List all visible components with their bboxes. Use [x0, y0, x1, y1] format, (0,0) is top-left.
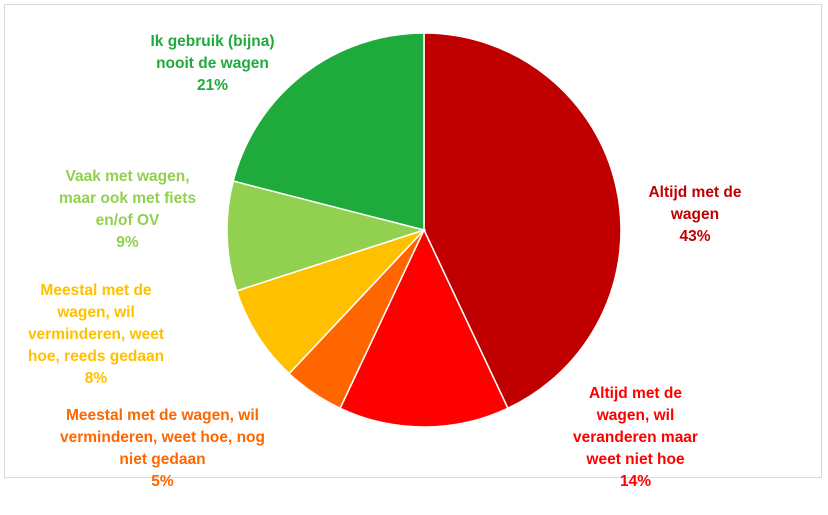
label-text: Vaak met wagen, maar ook met fiets en/of…: [59, 168, 196, 229]
pie-slice-5: [226, 180, 427, 292]
label-text: Ik gebruik (bijna) nooit de wagen: [150, 33, 275, 72]
pie-slice-4: [235, 229, 425, 375]
label-altijd-wagen: Altijd met de wagen 43%: [610, 160, 780, 270]
label-percent: 8%: [84, 370, 108, 387]
label-vaak-wagen-fiets: Vaak met wagen, maar ook met fiets en/of…: [40, 144, 215, 276]
pie-slice-1: [423, 32, 622, 410]
label-altijd-wil-veranderen: Altijd met de wagen, wil veranderen maar…: [543, 361, 728, 515]
pie-slice-2: [339, 228, 509, 428]
label-percent: 21%: [196, 77, 229, 94]
label-meestal-nog-niet-gedaan: Meestal met de wagen, wil verminderen, w…: [20, 383, 305, 515]
label-percent: 43%: [679, 228, 711, 245]
label-percent: 14%: [619, 473, 652, 490]
label-text: Meestal met de wagen, wil verminderen, w…: [27, 282, 165, 365]
label-text: Meestal met de wagen, wil verminderen, w…: [60, 407, 265, 468]
label-meestal-reeds-gedaan: Meestal met de wagen, wil verminderen, w…: [6, 258, 186, 412]
label-nooit-wagen: Ik gebruik (bijna) nooit de wagen 21%: [120, 9, 305, 119]
pie-chart: [226, 32, 622, 428]
label-text: Altijd met de wagen, wil veranderen maar…: [573, 385, 698, 468]
label-text: Altijd met de wagen: [648, 184, 742, 223]
pie-slice-6: [232, 32, 425, 231]
label-percent: 5%: [151, 473, 174, 490]
label-percent: 9%: [116, 234, 139, 251]
